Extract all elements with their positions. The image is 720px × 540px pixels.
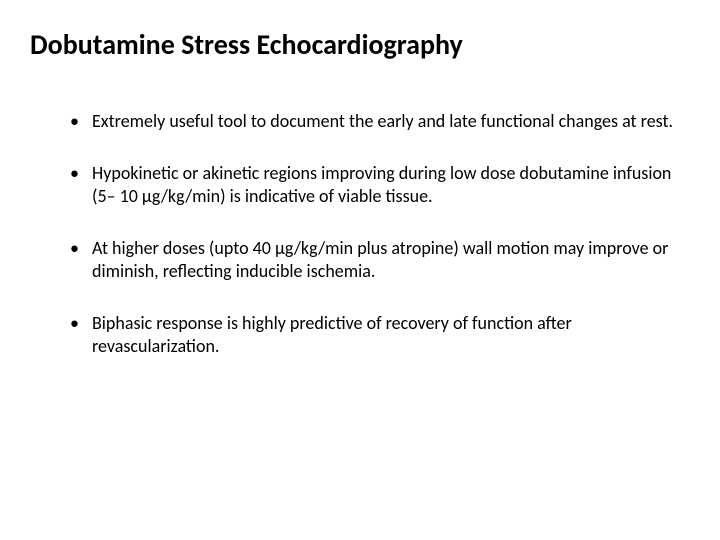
list-item: Hypokinetic or akinetic regions improvin… — [70, 162, 690, 207]
list-item: Biphasic response is highly predictive o… — [70, 312, 690, 357]
list-item: At higher doses (upto 40 μg/kg/min plus … — [70, 237, 690, 282]
list-item: Extremely useful tool to document the ea… — [70, 110, 690, 133]
slide-title: Dobutamine Stress Echocardiography — [30, 28, 690, 62]
bullet-list: Extremely useful tool to document the ea… — [30, 110, 690, 358]
